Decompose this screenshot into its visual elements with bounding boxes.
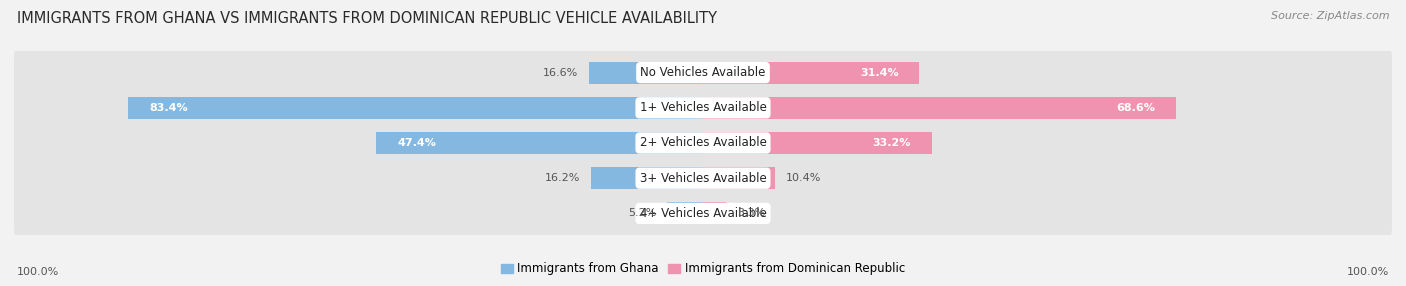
Text: 47.4%: 47.4% bbox=[396, 138, 436, 148]
Text: IMMIGRANTS FROM GHANA VS IMMIGRANTS FROM DOMINICAN REPUBLIC VEHICLE AVAILABILITY: IMMIGRANTS FROM GHANA VS IMMIGRANTS FROM… bbox=[17, 11, 717, 26]
Text: Source: ZipAtlas.com: Source: ZipAtlas.com bbox=[1271, 11, 1389, 21]
Text: 100.0%: 100.0% bbox=[1347, 267, 1389, 277]
Text: 2+ Vehicles Available: 2+ Vehicles Available bbox=[640, 136, 766, 150]
Text: 5.2%: 5.2% bbox=[627, 208, 657, 219]
Text: 16.2%: 16.2% bbox=[546, 173, 581, 183]
Text: 100.0%: 100.0% bbox=[17, 267, 59, 277]
Text: 10.4%: 10.4% bbox=[786, 173, 821, 183]
Bar bbox=[703, 62, 920, 84]
Text: 83.4%: 83.4% bbox=[149, 103, 188, 113]
Text: 3+ Vehicles Available: 3+ Vehicles Available bbox=[640, 172, 766, 185]
Text: 33.2%: 33.2% bbox=[873, 138, 911, 148]
Text: 16.6%: 16.6% bbox=[543, 67, 578, 78]
Text: 3.3%: 3.3% bbox=[737, 208, 765, 219]
Text: 68.6%: 68.6% bbox=[1116, 103, 1154, 113]
Bar bbox=[703, 132, 932, 154]
Bar bbox=[703, 202, 725, 224]
FancyBboxPatch shape bbox=[14, 183, 1392, 244]
Bar bbox=[589, 62, 703, 84]
Legend: Immigrants from Ghana, Immigrants from Dominican Republic: Immigrants from Ghana, Immigrants from D… bbox=[496, 257, 910, 280]
Text: 4+ Vehicles Available: 4+ Vehicles Available bbox=[640, 207, 766, 220]
FancyBboxPatch shape bbox=[14, 42, 1392, 103]
Bar bbox=[377, 132, 703, 154]
FancyBboxPatch shape bbox=[14, 148, 1392, 209]
Text: 31.4%: 31.4% bbox=[860, 67, 898, 78]
Bar bbox=[128, 97, 703, 119]
Bar bbox=[668, 202, 703, 224]
FancyBboxPatch shape bbox=[14, 112, 1392, 174]
Text: 1+ Vehicles Available: 1+ Vehicles Available bbox=[640, 101, 766, 114]
FancyBboxPatch shape bbox=[14, 77, 1392, 138]
Bar bbox=[703, 97, 1175, 119]
Bar bbox=[592, 167, 703, 189]
Text: No Vehicles Available: No Vehicles Available bbox=[640, 66, 766, 79]
Bar bbox=[703, 167, 775, 189]
